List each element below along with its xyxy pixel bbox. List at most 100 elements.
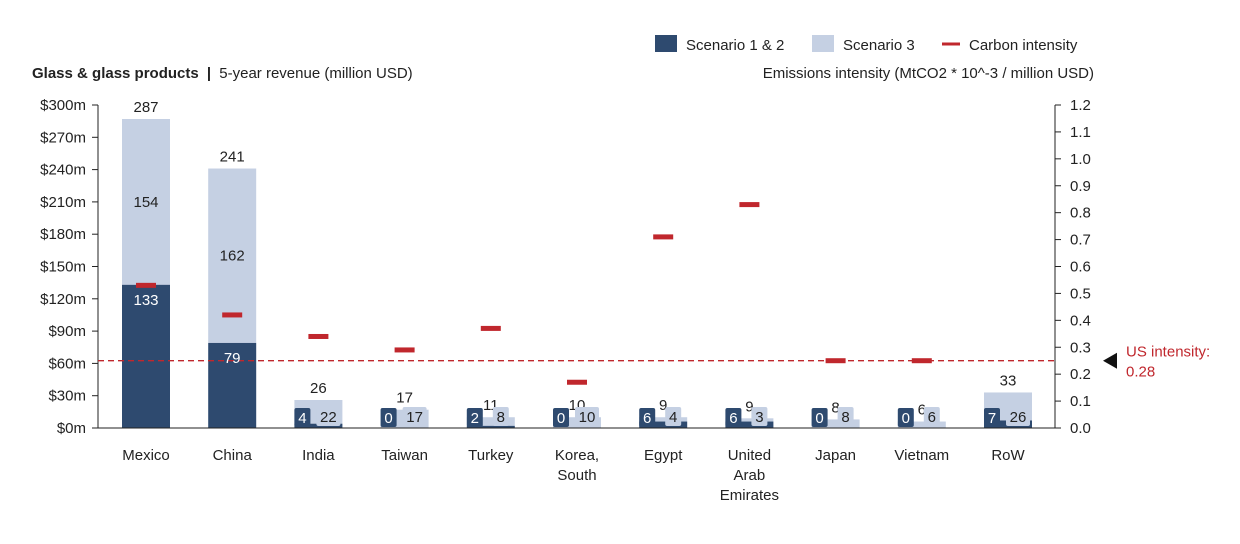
total-label: 26 [310, 380, 327, 397]
category-label: India [302, 447, 335, 464]
category-label-line: India [302, 447, 335, 464]
value-badge-scenario-1-2 [984, 408, 1000, 427]
reference-line-group: US intensity: 0.28 [98, 344, 1210, 381]
y-tick-label: $240m [40, 162, 86, 179]
category-label: China [213, 447, 253, 464]
us-intensity-value: 0.28 [1126, 364, 1155, 381]
y-tick-label: $120m [40, 291, 86, 308]
value-badge-scenario-3 [492, 407, 509, 426]
category-label: Vietnam [894, 447, 949, 464]
category-label-line: Emirates [720, 487, 779, 504]
y-tick-label: $90m [48, 323, 86, 340]
y-tick-label: $210m [40, 194, 86, 211]
value-label-scenario-3: 17 [406, 409, 423, 426]
total-label: 9 [745, 398, 753, 415]
value-label-scenario-3: 10 [579, 409, 596, 426]
value-badge-scenario-1-2 [897, 408, 914, 427]
value-badge-scenario-1-2 [380, 408, 397, 427]
total-label: 6 [918, 402, 926, 419]
value-badge-scenario-3 [837, 407, 854, 426]
bar-scenario-1-2 [725, 421, 774, 428]
y2-tick-label: 0.7 [1070, 232, 1091, 249]
value-label-scenario-1-2: 6 [729, 410, 737, 427]
us-intensity-pointer-icon [1103, 352, 1117, 369]
carbon-intensity-marker [222, 312, 243, 318]
category-label: Japan [815, 447, 856, 464]
value-badge-scenario-1-2 [553, 408, 569, 427]
category-label-line: Korea, [555, 447, 599, 464]
y-tick-label: $60m [48, 355, 86, 372]
legend-swatch-scenario-1-2 [655, 35, 677, 52]
value-label-scenario-3: 3 [755, 409, 763, 426]
y2-tick-label: 0.8 [1070, 205, 1091, 222]
bar-scenario-1-2 [639, 421, 688, 428]
y2-tick-label: 0.6 [1070, 259, 1091, 276]
category-label: Turkey [468, 447, 514, 464]
value-label-scenario-3: 6 [928, 409, 936, 426]
carbon-intensity-marker [739, 202, 760, 208]
y2-axis-title: Emissions intensity (MtCO2 * 10^-3 / mil… [763, 65, 1094, 82]
value-badge-scenario-3 [1006, 407, 1030, 426]
value-label-scenario-1-2: 7 [988, 410, 996, 427]
carbon-intensity-marker [567, 379, 587, 385]
y-tick-label: $270m [40, 129, 86, 146]
value-badge-scenario-3 [665, 407, 682, 426]
legend-label-scenario-3: Scenario 3 [843, 37, 915, 54]
value-badge-scenario-3 [923, 407, 940, 426]
value-label-scenario-3: 162 [220, 248, 245, 265]
y-tick-label: $300m [40, 97, 86, 114]
category-label: Korea, South [555, 447, 599, 484]
bar-scenario-3 [811, 419, 860, 428]
category-label-line: Vietnam [894, 447, 949, 464]
chart-title-main: Glass & glass products [32, 65, 199, 82]
y2-tick-label: 0.5 [1070, 285, 1091, 302]
total-label: 9 [659, 397, 667, 414]
category-label-line: Arab [734, 467, 766, 484]
category-label-line: United [728, 447, 771, 464]
value-label-scenario-1-2: 6 [643, 410, 651, 427]
category-label-line: Japan [815, 447, 856, 464]
y2-axis: 0.0 0.1 0.2 0.3 0.4 0.5 0.6 0.7 0.8 0.9 1.0 1.1 1.2 [1054, 97, 1091, 437]
value-label-scenario-3: 26 [1010, 409, 1027, 426]
carbon-intensity-marker [136, 282, 156, 288]
value-badge-scenario-3 [316, 407, 341, 426]
y2-tick-label: 0.4 [1070, 312, 1091, 329]
value-label-scenario-1-2: 79 [224, 350, 241, 367]
value-badge-scenario-3 [751, 407, 768, 426]
total-label: 33 [1000, 372, 1017, 389]
legend: Scenario 1 & 2 Scenario 3 Carbon intensi… [655, 35, 1078, 54]
category-label: United Arab Emirates [720, 447, 779, 504]
total-label: 8 [831, 399, 839, 416]
value-label-scenario-1-2: 133 [133, 292, 158, 309]
bars [122, 118, 1032, 428]
y2-tick-label: 1.1 [1070, 124, 1091, 141]
total-label: 17 [396, 390, 413, 407]
total-label: 241 [220, 149, 245, 166]
value-badge-scenario-1-2 [811, 408, 828, 427]
value-label-scenario-3: 4 [669, 409, 677, 426]
value-badge-scenario-1-2 [639, 408, 656, 427]
value-badge-scenario-3 [402, 407, 427, 426]
bar-scenario-3 [122, 118, 170, 285]
category-label-line: Turkey [468, 447, 514, 464]
value-label-scenario-3: 8 [497, 409, 505, 426]
carbon-intensity-marker [653, 234, 674, 240]
chart-title-separator: | [207, 65, 211, 82]
value-label-scenario-1-2: 4 [298, 410, 306, 427]
carbon-intensity-marker [308, 333, 329, 339]
bar-scenario-1-2 [122, 284, 170, 428]
value-label-scenario-3: 154 [133, 194, 158, 211]
y-tick-label: $180m [40, 226, 86, 243]
y2-tick-label: 0.1 [1070, 393, 1091, 410]
carbon-intensity-marker [480, 325, 501, 331]
bar-scenario-3 [639, 417, 688, 422]
category-label-line: Mexico [122, 447, 170, 464]
category-label-line: Taiwan [381, 447, 428, 464]
category-label: Mexico [122, 447, 170, 464]
y-axis: $0m $30m $60m $90m $120m $150m $180m $210m $240m… [40, 97, 99, 437]
value-label-scenario-1-2: 2 [471, 410, 479, 427]
x-axis: Mexico China India Taiwan Turkey Korea, South E… [98, 427, 1055, 504]
value-badge-scenario-1-2 [294, 408, 311, 427]
